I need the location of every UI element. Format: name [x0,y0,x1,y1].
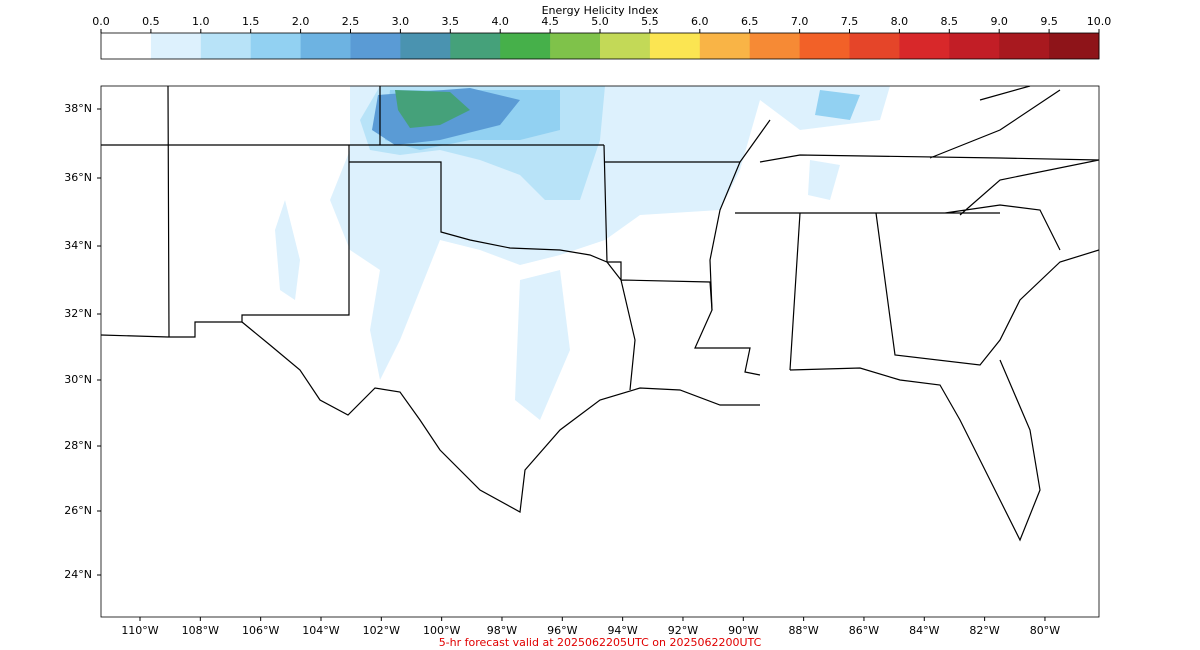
colorbar-swatch [450,33,501,59]
colorbar-tick-label: 7.0 [791,15,809,28]
lon-label: 100°W [423,624,460,637]
colorbar-swatch [350,33,401,59]
lon-label: 104°W [302,624,339,637]
colorbar-tick-label: 6.5 [741,15,759,28]
lon-label: 92°W [668,624,698,637]
colorbar-tick-label: 8.0 [891,15,909,28]
footer: 5-hr forecast valid at 2025062205UTC on … [439,636,762,649]
colorbar-frame [100,32,1100,60]
colorbar-swatch [600,33,651,59]
lon-label: 98°W [487,624,517,637]
lat-label: 38°N [64,102,92,115]
colorbar-swatch [150,33,202,59]
colorbar-tick-label: 2.5 [342,15,360,28]
colorbar-tick-label: 5.0 [591,15,609,28]
colorbar-tick-label: 4.0 [491,15,509,28]
lon-label: 82°W [969,624,999,637]
lon-label: 106°W [242,624,279,637]
colorbar-tick-label: 3.0 [392,15,410,28]
lon-label: 86°W [849,624,879,637]
lon-label: 96°W [547,624,577,637]
colorbar-swatch [699,33,751,59]
colorbar-swatch [949,33,1000,59]
lat-label: 30°N [64,373,92,386]
lat-label: 34°N [64,239,92,252]
lon-label: 88°W [788,624,818,637]
colorbar-tick-label: 10.0 [1087,15,1112,28]
lon-label: 80°W [1030,624,1060,637]
colorbar-swatch [101,33,152,59]
lat-label: 28°N [64,439,92,452]
lon-label: 102°W [363,624,400,637]
colorbar-swatch [649,33,701,59]
colorbar-tick-label: 3.5 [442,15,460,28]
colorbar: 0.0 0.5 1.0 1.5 2.0 2.5 3.0 3.5 4.0 4.5 5.0 5.5 6.0 6… [92,15,1111,59]
colorbar-swatch [899,33,950,59]
colorbar-tick-label: 6.0 [691,15,709,28]
colorbar-swatch [250,33,302,59]
colorbar-tick-label: 1.0 [192,15,210,28]
lon-label: 84°W [909,624,939,637]
colorbar-tick-label: 1.5 [242,15,260,28]
map: 38°N 36°N 34°N 32°N 30°N 28°N 26°N 24°N 110°W 108… [64,85,1100,637]
lon-label: 90°W [728,624,758,637]
lat-label: 32°N [64,307,92,320]
colorbar-tick-label: 9.0 [990,15,1008,28]
colorbar-swatch [550,33,601,59]
colorbar-swatch [999,33,1050,59]
colorbar-swatch [400,33,451,59]
colorbar-swatch [1049,33,1100,59]
lon-label: 108°W [182,624,219,637]
colorbar-swatch [799,33,850,59]
colorbar-title: Energy Helicity Index [542,4,659,17]
colorbar-swatch [849,33,900,59]
lat-label: 24°N [64,568,92,581]
colorbar-swatch [500,33,551,59]
borders [101,86,1099,542]
colorbar-tick-label: 8.5 [941,15,959,28]
colorbar-swatch [749,33,801,59]
colorbar-tick-label: 0.5 [142,15,160,28]
lat-label: 36°N [64,171,92,184]
lat-label: 26°N [64,504,92,517]
colorbar-tick-label: 5.5 [641,15,659,28]
colorbar-tick-label: 0.0 [92,15,110,28]
colorbar-tick-label: 7.5 [841,15,859,28]
colorbar-tick-label: 9.5 [1040,15,1058,28]
lon-label: 110°W [121,624,158,637]
colorbar-tick-label: 2.0 [292,15,310,28]
map-axes: 38°N 36°N 34°N 32°N 30°N 28°N 26°N 24°N 110°W 108… [64,102,1060,637]
colorbar-swatch [300,33,351,59]
map-frame [100,85,1100,618]
lon-label: 94°W [607,624,637,637]
colorbar-tick-label: 4.5 [541,15,559,28]
field [275,86,890,420]
colorbar-swatch [200,33,252,59]
